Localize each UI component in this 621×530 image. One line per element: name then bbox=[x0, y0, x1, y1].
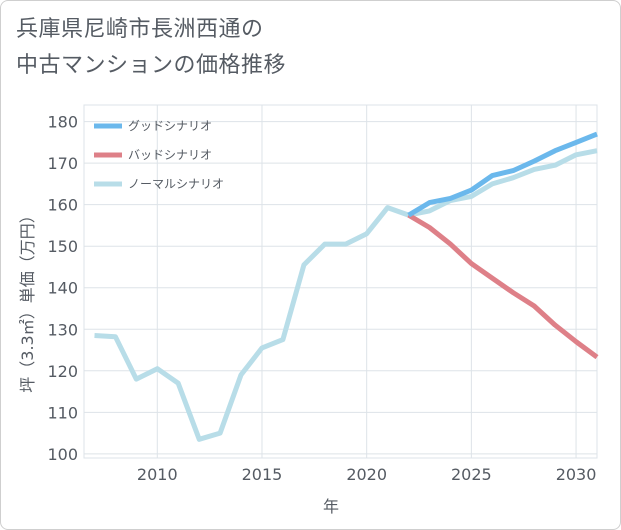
x-tick-label: 2030 bbox=[556, 465, 597, 484]
axis-ticks: 100 110 120 130 140 150 160 170 180 2010 2015 2020 2… bbox=[47, 113, 596, 484]
chart-title-line-2: 中古マンションの価格推移 bbox=[16, 53, 287, 78]
x-tick-label: 2010 bbox=[137, 465, 178, 484]
y-tick-label: 130 bbox=[47, 320, 78, 339]
chart-title: 兵庫県尼崎市長洲西通の 中古マンションの価格推移 bbox=[16, 12, 286, 84]
x-axis-label: 年 bbox=[323, 497, 339, 516]
series-line-1 bbox=[407, 212, 599, 360]
y-tick-label: 160 bbox=[47, 196, 78, 215]
series-lines bbox=[94, 131, 599, 442]
legend-label: バッドシナリオ bbox=[128, 148, 212, 162]
y-tick-label: 100 bbox=[47, 445, 78, 464]
series-line-2 bbox=[94, 148, 598, 442]
y-tick-label: 140 bbox=[47, 279, 78, 298]
series-line-0 bbox=[407, 131, 598, 218]
legend-label: ノーマルシナリオ bbox=[128, 177, 224, 191]
plot-area bbox=[83, 104, 598, 459]
y-tick-label: 170 bbox=[47, 154, 78, 173]
y-tick-label: 120 bbox=[47, 362, 78, 381]
chart-title-line-1: 兵庫県尼崎市長洲西通の bbox=[16, 17, 264, 42]
gridlines bbox=[83, 104, 598, 459]
x-tick-label: 2025 bbox=[451, 465, 492, 484]
y-tick-label: 180 bbox=[47, 113, 78, 132]
x-tick-label: 2020 bbox=[346, 465, 387, 484]
y-tick-label: 110 bbox=[47, 403, 78, 422]
x-tick-label: 2015 bbox=[242, 465, 283, 484]
y-axis-label: 坪（3.3㎡）単価（万円） bbox=[18, 207, 37, 392]
legend-label: グッドシナリオ bbox=[128, 119, 212, 133]
y-tick-label: 150 bbox=[47, 237, 78, 256]
